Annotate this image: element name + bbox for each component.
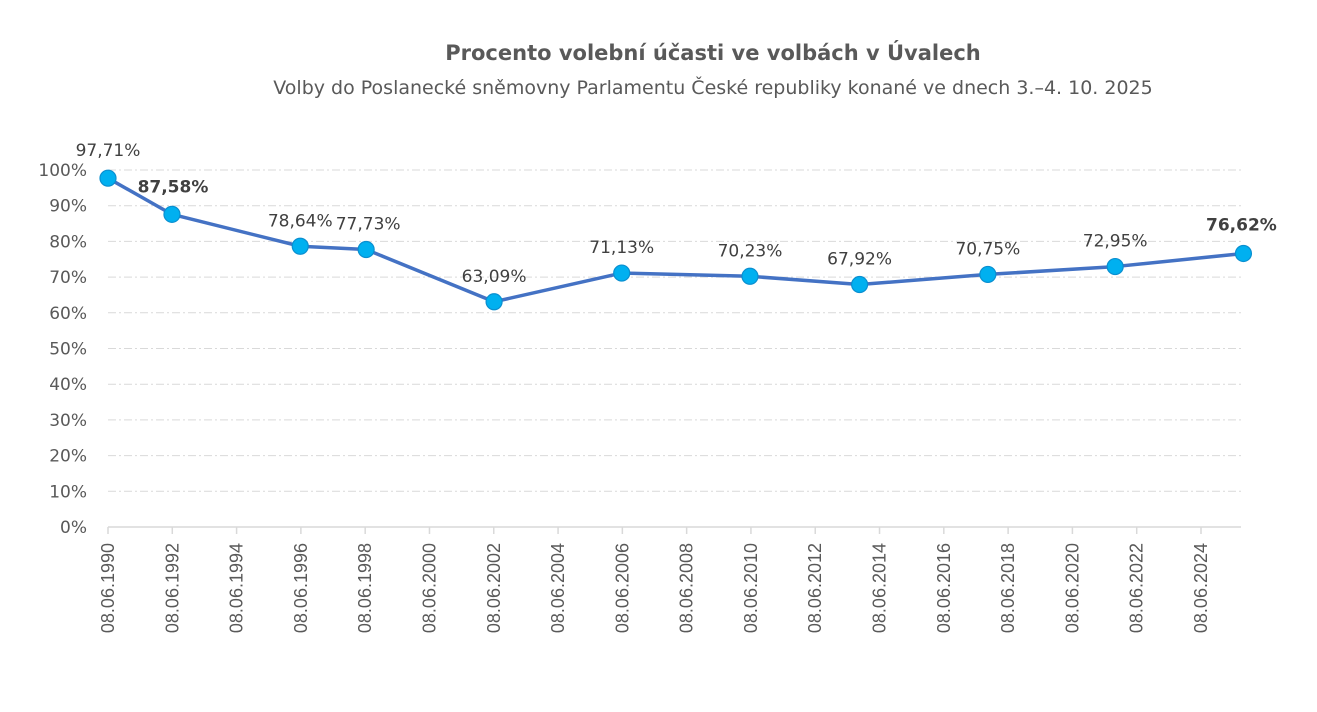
x-tick-label: 08.06.2004 xyxy=(548,543,568,633)
data-label: 70,23% xyxy=(718,241,783,261)
x-tick-label: 08.06.2002 xyxy=(484,543,504,633)
data-label: 78,64% xyxy=(268,211,333,231)
x-tick-label: 08.06.2000 xyxy=(419,543,439,633)
x-tick-label: 08.06.2012 xyxy=(805,543,825,633)
data-point xyxy=(741,267,759,285)
data-point xyxy=(163,205,181,223)
x-tick-label: 08.06.2006 xyxy=(612,543,632,633)
y-tick-label: 50% xyxy=(49,340,87,360)
x-tick-label: 08.06.2018 xyxy=(998,543,1018,633)
data-point xyxy=(357,240,375,259)
chart-title: Procento volební účasti ve volbách v Úva… xyxy=(445,40,980,65)
x-tick-label: 08.06.1992 xyxy=(162,543,182,633)
x-tick-label: 08.06.2022 xyxy=(1127,543,1147,633)
series-turnout xyxy=(99,169,1253,311)
data-label: 70,75% xyxy=(955,239,1020,259)
data-label: 71,13% xyxy=(589,238,654,258)
series-line xyxy=(107,176,1244,304)
y-tick-label: 40% xyxy=(49,375,87,395)
data-point xyxy=(99,169,117,187)
data-label: 76,62% xyxy=(1206,215,1277,235)
data-label: 63,09% xyxy=(462,267,527,287)
data-label: 77,73% xyxy=(336,215,401,235)
x-tick-label: 08.06.1998 xyxy=(355,543,375,633)
x-tick-label: 08.06.2008 xyxy=(677,543,697,633)
x-tick-label: 08.06.2016 xyxy=(934,543,954,633)
y-tick-label: 0% xyxy=(60,518,87,538)
y-tick-label: 100% xyxy=(38,161,87,181)
y-tick-label: 70% xyxy=(49,268,87,288)
x-tick-label: 08.06.2024 xyxy=(1191,543,1211,633)
x-tick-label: 08.06.2010 xyxy=(741,543,761,633)
data-point xyxy=(850,275,869,294)
data-label: 67,92% xyxy=(827,250,892,270)
y-tick-label: 20% xyxy=(49,447,87,467)
data-label: 72,95% xyxy=(1083,232,1148,252)
data-point xyxy=(613,264,631,282)
gridlines xyxy=(108,169,1241,492)
x-tick-label: 08.06.2014 xyxy=(870,543,890,633)
x-axis: 08.06.1990 08.06.1992 08.06.1994 08.06.1996… xyxy=(98,526,1241,633)
data-point xyxy=(291,237,309,255)
data-point xyxy=(485,293,503,311)
y-tick-label: 90% xyxy=(49,197,87,217)
x-tick-label: 08.06.1996 xyxy=(291,543,311,633)
data-point xyxy=(979,265,997,284)
y-tick-label: 10% xyxy=(49,482,87,502)
x-tick-label: 08.06.1994 xyxy=(227,543,247,633)
data-point xyxy=(1106,257,1124,276)
y-tick-label: 30% xyxy=(49,411,87,431)
y-axis: 0% 10% 20% 30% 40% 50% 60% 70% 80% 90% 100% xyxy=(38,161,87,538)
data-point xyxy=(1234,244,1253,263)
data-label: 97,71% xyxy=(76,141,141,161)
y-tick-label: 80% xyxy=(49,232,87,252)
data-label: 87,58% xyxy=(138,177,209,197)
x-tick-label: 08.06.2020 xyxy=(1062,543,1082,633)
chart-subtitle: Volby do Poslanecké sněmovny Parlamentu … xyxy=(273,75,1152,99)
data-labels: 97,71% 87,58% 78,64% 77,73% 63,09% 71,13% 70,2… xyxy=(76,141,1277,287)
x-tick-label: 08.06.1990 xyxy=(98,543,118,633)
y-tick-label: 60% xyxy=(49,304,87,324)
